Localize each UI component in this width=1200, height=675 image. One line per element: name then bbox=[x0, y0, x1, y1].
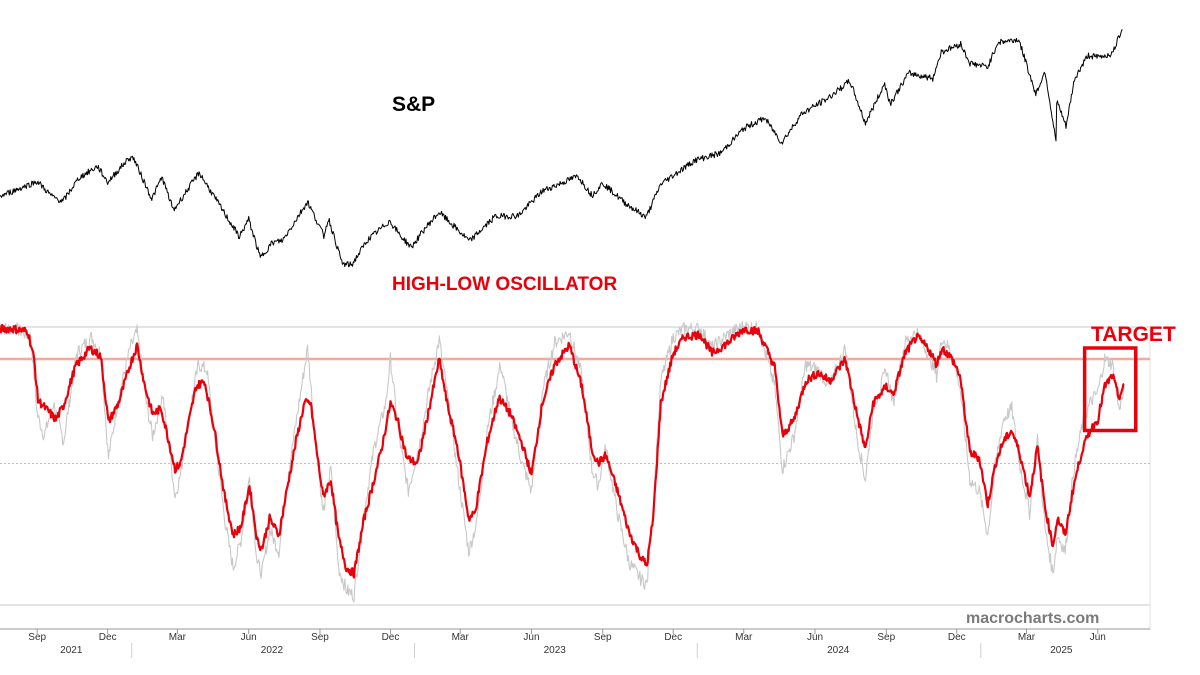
smoothed-oscillator-line bbox=[0, 324, 1125, 579]
month-tick-label: Sep bbox=[311, 632, 329, 643]
sp500-series bbox=[0, 29, 1123, 268]
month-tick-label: Sep bbox=[877, 632, 895, 643]
month-tick-label: Mar bbox=[735, 632, 753, 643]
month-tick-label: Dec bbox=[948, 632, 966, 643]
month-tick-label: Dec bbox=[99, 632, 117, 643]
month-tick-label: Jun bbox=[241, 632, 257, 643]
month-tick-label: Mar bbox=[1018, 632, 1036, 643]
year-tick-label: 2025 bbox=[1050, 645, 1073, 656]
month-tick-label: Jun bbox=[807, 632, 823, 643]
target-box bbox=[1082, 346, 1138, 433]
month-tick-label: Jun bbox=[1090, 632, 1106, 643]
oscillator-label: HIGH-LOW OSCILLATOR bbox=[392, 274, 617, 295]
target-label: TARGET bbox=[1091, 323, 1176, 346]
month-tick-label: Mar bbox=[452, 632, 470, 643]
annotations bbox=[1082, 346, 1138, 433]
month-tick-label: Sep bbox=[28, 632, 46, 643]
month-tick-label: Mar bbox=[169, 632, 187, 643]
sp500-label: S&P bbox=[392, 93, 435, 116]
month-tick-label: Jun bbox=[523, 632, 539, 643]
x-axis: Sep Dec Mar Jun Sep Dec Mar Jun Sep Dec Mar Jun Sep D… bbox=[28, 629, 1106, 658]
year-tick-label: 2022 bbox=[261, 645, 284, 656]
month-tick-label: Dec bbox=[664, 632, 682, 643]
year-tick-label: 2023 bbox=[544, 645, 567, 656]
watermark: macrocharts.com bbox=[966, 610, 1099, 627]
month-tick-label: Dec bbox=[382, 632, 400, 643]
sp500-price-line bbox=[0, 29, 1123, 268]
year-tick-label: 2024 bbox=[827, 645, 850, 656]
year-tick-label: 2021 bbox=[60, 645, 83, 656]
reference-lines bbox=[0, 357, 1150, 464]
smoothed-oscillator-series bbox=[0, 324, 1125, 579]
month-tick-label: Sep bbox=[594, 632, 612, 643]
